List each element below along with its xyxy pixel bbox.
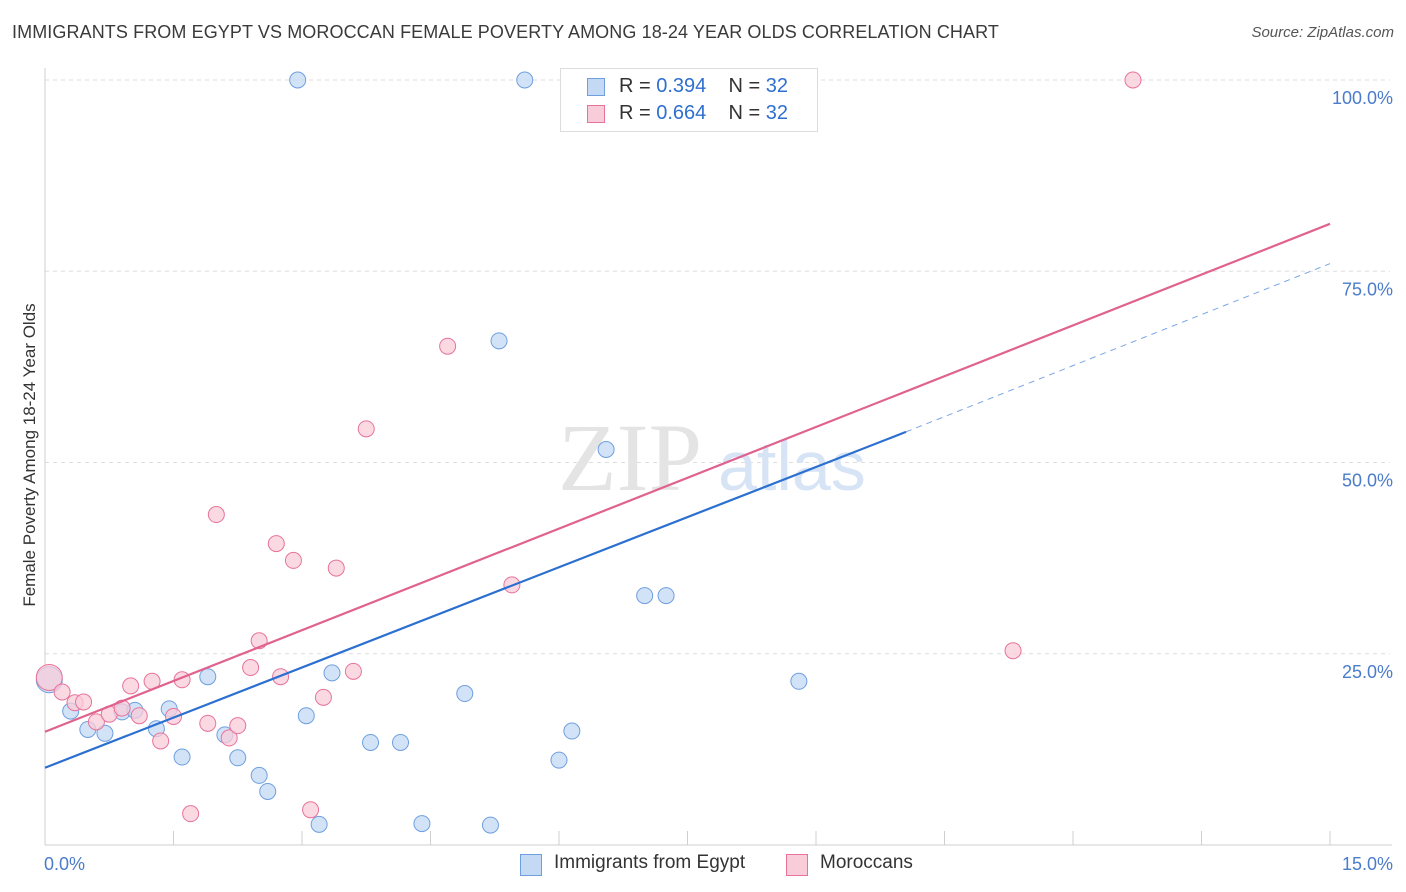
moroccans-point-14 <box>199 714 217 732</box>
egypt-point-29 <box>657 587 675 605</box>
legend-r-value-moroccans: 0.664 <box>656 102 707 124</box>
egypt-point-27 <box>597 440 615 458</box>
y-tick-label-100: 100.0% <box>1332 88 1393 108</box>
bottom-legend-label-egypt: Immigrants from Egypt <box>554 852 746 873</box>
egypt-point-11 <box>229 749 247 767</box>
egypt-point-23 <box>490 332 508 350</box>
egypt-point-31 <box>790 672 808 690</box>
y-axis-label: Female Poverty Among 18-24 Year Olds <box>20 303 39 607</box>
moroccans-point-3 <box>75 693 93 711</box>
y-tick-label-75: 75.0% <box>1342 279 1393 299</box>
moroccans-point-0 <box>35 663 63 691</box>
egypt-point-25 <box>550 751 568 769</box>
legend-n-label: N = <box>728 75 766 97</box>
egypt-point-9 <box>199 668 217 686</box>
chart-source: Source: ZipAtlas.com <box>1251 24 1394 41</box>
legend-n-label: N = <box>728 102 766 124</box>
moroccans-point-9 <box>152 732 170 750</box>
moroccans-point-7 <box>122 677 140 695</box>
moroccans-point-18 <box>242 659 260 677</box>
egypt-point-28 <box>636 587 654 605</box>
egypt-point-24 <box>516 71 534 89</box>
moroccans-point-27 <box>357 420 375 438</box>
legend-r-label: R = <box>619 102 657 124</box>
moroccans-trend-line <box>44 222 1331 733</box>
bottom-legend-label-moroccans: Moroccans <box>820 852 913 873</box>
egypt-point-19 <box>392 733 410 751</box>
moroccans-point-26 <box>344 662 362 680</box>
moroccans-point-20 <box>267 535 285 553</box>
bottom-legend-swatch-moroccans <box>786 854 808 876</box>
chart-title: IMMIGRANTS FROM EGYPT VS MOROCCAN FEMALE… <box>12 22 999 42</box>
egypt-point-21 <box>456 685 474 703</box>
moroccans-point-31 <box>1124 71 1142 89</box>
watermark: ZIP atlas <box>558 404 866 511</box>
egypt-point-20 <box>413 815 431 833</box>
moroccans-point-8 <box>130 707 148 725</box>
egypt-point-16 <box>310 815 328 833</box>
moroccans-point-28 <box>439 337 457 355</box>
y-tick-label-25: 25.0% <box>1342 662 1393 682</box>
egypt-point-8 <box>173 748 191 766</box>
egypt-point-22 <box>481 816 499 834</box>
egypt-point-13 <box>259 782 277 800</box>
x-tick-label-0: 0.0% <box>44 854 85 874</box>
y-tick-label-50: 50.0% <box>1342 471 1393 491</box>
egypt-point-18 <box>362 733 380 751</box>
egypt-trend-extension <box>905 263 1331 433</box>
moroccans-point-4 <box>87 713 105 731</box>
moroccans-point-22 <box>284 551 302 569</box>
moroccans-point-16 <box>220 729 238 747</box>
legend-swatch-egypt <box>587 78 605 96</box>
moroccans-point-24 <box>314 688 332 706</box>
egypt-point-26 <box>563 722 581 740</box>
egypt-point-17 <box>323 664 341 682</box>
x-tick-label-15: 15.0% <box>1342 854 1393 874</box>
egypt-point-15 <box>297 707 315 725</box>
legend-swatch-moroccans <box>587 105 605 123</box>
moroccans-point-17 <box>229 717 247 735</box>
grid-lines <box>45 79 1390 655</box>
axes <box>44 68 1392 846</box>
trend-lines <box>44 222 1331 769</box>
legend-r-label: R = <box>619 75 657 97</box>
moroccans-point-30 <box>1004 642 1022 660</box>
watermark-zip: ZIP <box>558 404 702 511</box>
egypt-trend-line <box>44 430 907 769</box>
moroccans-point-15 <box>207 506 225 524</box>
bottom-legend-swatch-egypt <box>520 854 542 876</box>
egypt-point-14 <box>289 71 307 89</box>
legend-r-value-egypt: 0.394 <box>656 75 707 97</box>
legend-n-value-moroccans: 32 <box>765 102 789 124</box>
tick-labels: 25.0% 50.0% 75.0% 100.0% 0.0% 15.0% <box>44 88 1393 874</box>
moroccans-point-1 <box>53 683 71 701</box>
moroccans-point-25 <box>327 559 345 577</box>
egypt-point-12 <box>250 766 268 784</box>
moroccans-point-23 <box>302 801 320 819</box>
legend-n-value-egypt: 32 <box>765 75 789 97</box>
egypt-point-3 <box>96 724 114 742</box>
moroccans-point-13 <box>182 805 200 823</box>
correlation-legend: R = 0.394 N = 32 R = 0.664 N = 32 <box>560 68 818 132</box>
watermark-atlas: atlas <box>718 427 866 505</box>
